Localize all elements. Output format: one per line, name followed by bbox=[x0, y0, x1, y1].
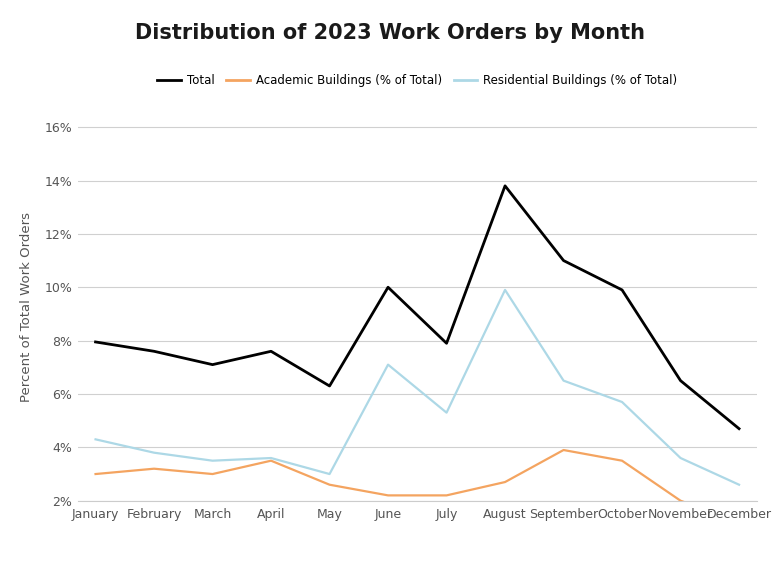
Academic Buildings (% of Total) bbox=[501, 479, 510, 485]
Residential Buildings (% of Total) bbox=[675, 455, 685, 461]
Total bbox=[324, 382, 334, 389]
Line: Academic Buildings (% of Total): Academic Buildings (% of Total) bbox=[95, 450, 739, 522]
Residential Buildings (% of Total) bbox=[383, 361, 392, 368]
Academic Buildings (% of Total) bbox=[324, 481, 334, 488]
Residential Buildings (% of Total) bbox=[324, 471, 334, 477]
Academic Buildings (% of Total) bbox=[266, 457, 275, 464]
Total bbox=[734, 425, 743, 432]
Total bbox=[558, 257, 568, 264]
Line: Total: Total bbox=[95, 186, 739, 428]
Academic Buildings (% of Total) bbox=[90, 471, 100, 477]
Residential Buildings (% of Total) bbox=[441, 409, 451, 416]
Academic Buildings (% of Total) bbox=[441, 492, 451, 499]
Line: Residential Buildings (% of Total): Residential Buildings (% of Total) bbox=[95, 290, 739, 485]
Academic Buildings (% of Total) bbox=[149, 465, 159, 472]
Total bbox=[617, 287, 626, 294]
Academic Buildings (% of Total) bbox=[383, 492, 392, 499]
Residential Buildings (% of Total) bbox=[207, 457, 217, 464]
Academic Buildings (% of Total) bbox=[558, 447, 568, 453]
Legend: Total, Academic Buildings (% of Total), Residential Buildings (% of Total): Total, Academic Buildings (% of Total), … bbox=[153, 69, 682, 92]
Residential Buildings (% of Total) bbox=[501, 287, 510, 294]
Residential Buildings (% of Total) bbox=[266, 455, 275, 461]
Residential Buildings (% of Total) bbox=[90, 436, 100, 443]
Academic Buildings (% of Total) bbox=[734, 519, 743, 526]
Total bbox=[441, 340, 451, 347]
Residential Buildings (% of Total) bbox=[149, 450, 159, 456]
Total bbox=[266, 348, 275, 354]
Total bbox=[501, 183, 510, 189]
Residential Buildings (% of Total) bbox=[558, 377, 568, 384]
Text: Distribution of 2023 Work Orders by Month: Distribution of 2023 Work Orders by Mont… bbox=[135, 23, 645, 43]
Total bbox=[90, 339, 100, 345]
Y-axis label: Percent of Total Work Orders: Percent of Total Work Orders bbox=[20, 212, 34, 402]
Total bbox=[149, 348, 159, 354]
Total bbox=[383, 284, 392, 291]
Academic Buildings (% of Total) bbox=[207, 471, 217, 477]
Academic Buildings (% of Total) bbox=[617, 457, 626, 464]
Academic Buildings (% of Total) bbox=[675, 497, 685, 504]
Total bbox=[675, 377, 685, 384]
Total bbox=[207, 361, 217, 368]
Residential Buildings (% of Total) bbox=[734, 481, 743, 488]
Residential Buildings (% of Total) bbox=[617, 398, 626, 405]
